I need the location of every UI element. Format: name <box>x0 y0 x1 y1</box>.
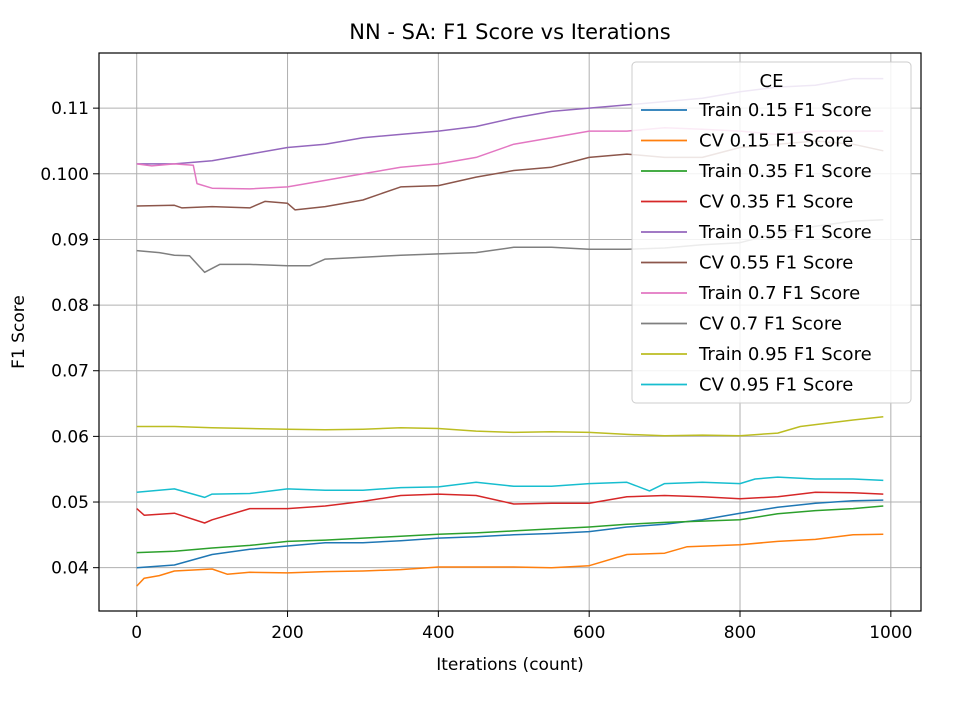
legend-entry-label: Train 0.95 F1 Score <box>698 344 872 365</box>
y-tick-label: 0.09 <box>51 230 89 250</box>
y-tick-label: 0.07 <box>51 362 89 382</box>
series-line <box>136 499 884 569</box>
series-line <box>136 415 884 437</box>
legend-entry-label: CV 0.35 F1 Score <box>699 192 853 213</box>
y-tick-label: 0.08 <box>51 296 89 316</box>
x-tick-label: 400 <box>422 623 454 643</box>
legend-entry-label: CV 0.55 F1 Score <box>699 253 853 274</box>
series-line <box>136 476 884 499</box>
x-tick-label: 800 <box>724 623 756 643</box>
legend-entry-label: CV 0.7 F1 Score <box>699 314 842 335</box>
x-tick-label: 0 <box>131 623 142 643</box>
legend-entry-label: Train 0.35 F1 Score <box>698 161 872 182</box>
ticks-layer: 0 200 400 600 800 1000 0.04 0.05 0.06 0.07 0.08 0.0… <box>40 99 912 643</box>
series-line <box>136 533 884 587</box>
y-axis-label: F1 Score <box>9 295 29 369</box>
x-axis-label: Iterations (count) <box>436 655 584 675</box>
x-tick-label: 600 <box>573 623 605 643</box>
y-tick-label: 0.06 <box>51 427 89 447</box>
legend-entry-label: Train 0.15 F1 Score <box>698 100 872 121</box>
series-line <box>136 505 884 554</box>
legend: CE Train 0.15 F1 Score CV 0.15 F1 Score Tra… <box>631 61 912 404</box>
y-tick-label: 0.05 <box>51 493 89 513</box>
chart-title: NN - SA: F1 Score vs Iterations <box>349 20 670 44</box>
series-line <box>136 491 884 524</box>
legend-entry-label: CV 0.15 F1 Score <box>699 131 853 152</box>
legend-entry-label: CV 0.95 F1 Score <box>699 375 853 396</box>
y-tick-label: 0.11 <box>51 99 89 119</box>
x-tick-label: 200 <box>271 623 303 643</box>
y-tick-label: 0.04 <box>51 559 89 579</box>
legend-entry-label: Train 0.55 F1 Score <box>698 222 872 243</box>
x-tick-label: 1000 <box>869 623 912 643</box>
legend-title: CE <box>760 71 784 92</box>
y-tick-label: 0.100 <box>40 165 89 185</box>
legend-box <box>631 61 912 404</box>
legend-entry-label: Train 0.7 F1 Score <box>698 283 860 304</box>
plot-frame <box>98 52 922 612</box>
